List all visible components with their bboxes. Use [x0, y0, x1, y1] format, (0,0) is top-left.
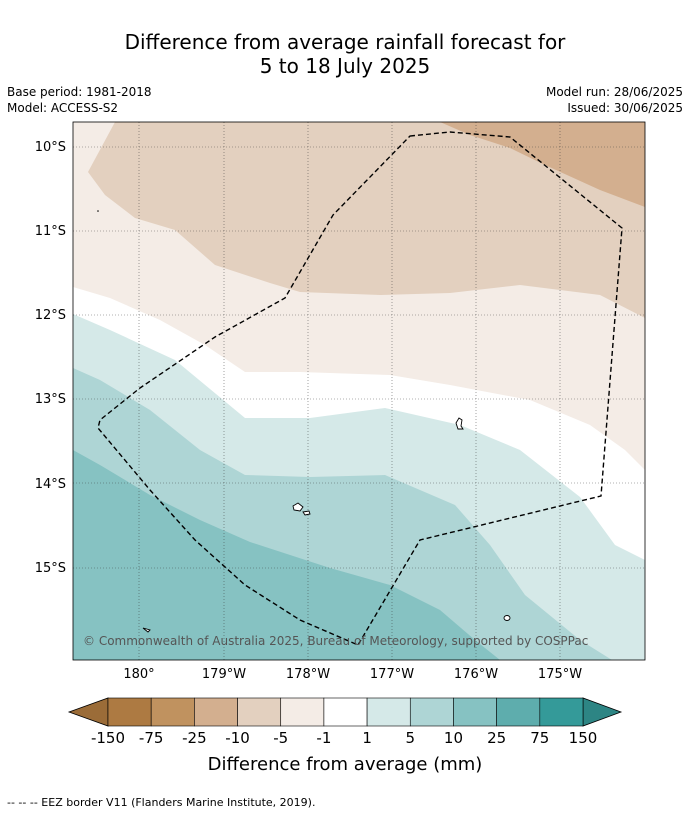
map-panel: © Commonwealth of Australia 2025, Bureau… [73, 122, 645, 660]
issued-date: Issued: 30/06/2025 [567, 101, 683, 115]
islands [97, 210, 511, 633]
colorbar-under-arrow [67, 697, 109, 727]
colorbar-bin [539, 697, 584, 727]
colorbar-bin [409, 697, 454, 727]
lon-label-180: 180° [123, 667, 154, 682]
island-north [455, 417, 464, 430]
island-south-west [142, 627, 151, 633]
colorbar: -150 -75 -25 -10 -5 -1 1 5 10 25 75 150 Difference … [67, 697, 623, 775]
colorbar-tick-label: -5 [273, 729, 288, 747]
bin-dry-medium [88, 122, 645, 318]
bin-wet-3 [73, 450, 500, 660]
colorbar-bin [280, 697, 325, 727]
island-south-east [503, 615, 511, 621]
colorbar-tick-label: -1 [316, 729, 331, 747]
colorbar-bin [194, 697, 238, 727]
lon-labels: 180° 179°W 178°W 177°W 176°W 175°W [123, 667, 582, 682]
lat-label-15s: 15°S [35, 561, 66, 576]
title-line-1: Difference from average rainfall forecas… [124, 30, 566, 54]
meta-left: Base period: 1981-2018 Model: ACCESS-S2 [7, 84, 152, 116]
island-futuna-islet [302, 510, 311, 516]
lat-label-10s: 10°S [35, 140, 66, 155]
island-wallis [292, 502, 304, 512]
lon-label-176w: 176°W [454, 667, 498, 682]
colorbar-tick-label: 150 [569, 729, 598, 747]
colorbar-tick-label: 75 [530, 729, 549, 747]
colorbar-tick-label: -150 [91, 729, 125, 747]
model-name: Model: ACCESS-S2 [7, 101, 119, 115]
model-run: Model run: 28/06/2025 [545, 85, 683, 99]
colorbar-label: Difference from average (mm) [208, 754, 483, 775]
colorbar-tick-label: 5 [405, 729, 415, 747]
map-figure: © Commonwealth of Australia 2025, Bureau… [35, 121, 646, 775]
colorbar-bin [237, 697, 282, 727]
base-period: Base period: 1981-2018 [7, 85, 152, 99]
lat-label-11s: 11°S [35, 224, 66, 239]
colorbar-bin [107, 697, 152, 727]
lat-label-14s: 14°S [35, 477, 66, 492]
colorbar-tick-label: 25 [487, 729, 506, 747]
bin-dry-strong [440, 122, 645, 207]
map-title: Difference from average rainfall forecas… [0, 30, 690, 78]
map-frame [72, 121, 646, 661]
colorbar-tick-label: -25 [182, 729, 207, 747]
colorbar-tick-label: 1 [362, 729, 372, 747]
colorbar-tick-label: -10 [225, 729, 250, 747]
lon-label-177w: 177°W [370, 667, 414, 682]
colorbar-bin [496, 697, 541, 727]
island-tiny [97, 210, 99, 212]
meta-right: Model run: 28/06/2025 Issued: 30/06/2025 [546, 84, 683, 116]
title-line-2: 5 to 18 July 2025 [259, 54, 431, 78]
lat-label-13s: 13°S [35, 392, 66, 407]
colorbar-tick-label: 10 [444, 729, 463, 747]
lon-label-178w: 178°W [286, 667, 330, 682]
colorbar-bin [150, 697, 195, 727]
colorbar-bin [366, 697, 411, 727]
eez-footnote: -- -- -- EEZ border V11 (Flanders Marine… [7, 796, 316, 809]
eez-border [97, 131, 623, 646]
colorbar-tick-label: -75 [139, 729, 164, 747]
graticule [73, 122, 645, 660]
colorbar-over-arrow [582, 697, 623, 727]
lat-label-12s: 12°S [35, 308, 66, 323]
lon-label-179w: 179°W [202, 667, 246, 682]
colorbar-bin [453, 697, 497, 727]
lon-label-175w: 175°W [538, 667, 582, 682]
colorbar-bin [323, 697, 368, 727]
lat-labels: 10°S 11°S 12°S 13°S 14°S 15°S [35, 140, 66, 576]
copyright-notice: © Commonwealth of Australia 2025, Bureau… [83, 634, 588, 648]
